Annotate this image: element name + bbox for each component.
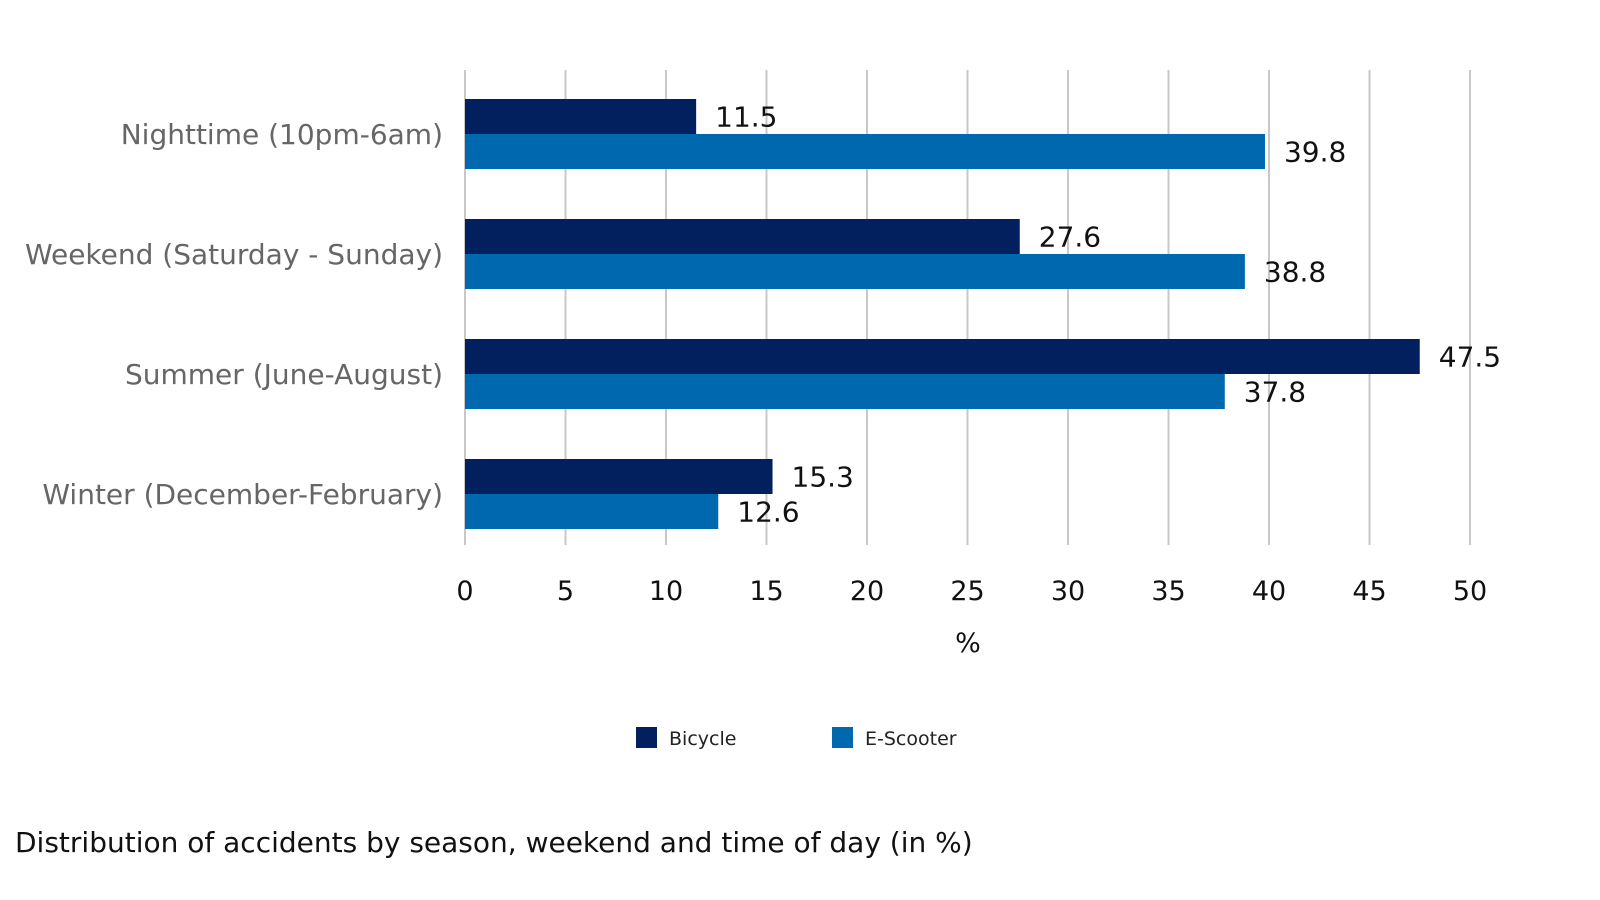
bar-e-scooter-3	[465, 494, 719, 529]
bar-e-scooter-0	[465, 134, 1265, 169]
x-tick-label-7: 35	[1151, 576, 1185, 607]
bars	[465, 99, 1420, 529]
category-label-1: Weekend (Saturday - Sunday)	[25, 238, 443, 271]
category-label-0: Nighttime (10pm-6am)	[121, 118, 443, 151]
data-label-e-scooter-1: 38.8	[1264, 256, 1326, 289]
x-axis-ticks: 0 5 10 15 20 25 30 35 40 45 50	[456, 576, 1487, 607]
legend-swatch-e-scooter	[832, 727, 853, 748]
data-label-bicycle-3: 15.3	[792, 461, 854, 494]
chart-caption: Distribution of accidents by season, wee…	[15, 826, 973, 859]
x-tick-label-9: 45	[1352, 576, 1386, 607]
bar-bicycle-2	[465, 339, 1420, 374]
x-axis-title: %	[955, 628, 981, 659]
bar-e-scooter-2	[465, 374, 1225, 409]
bar-bicycle-1	[465, 219, 1020, 254]
data-label-e-scooter-3: 12.6	[737, 496, 799, 529]
legend-swatch-bicycle	[636, 727, 657, 748]
x-tick-label-3: 15	[749, 576, 783, 607]
x-tick-label-10: 50	[1453, 576, 1487, 607]
x-tick-label-0: 0	[456, 576, 473, 607]
x-tick-label-1: 5	[557, 576, 574, 607]
category-label-3: Winter (December-February)	[42, 478, 443, 511]
category-label-2: Summer (June-August)	[125, 358, 443, 391]
data-label-e-scooter-0: 39.8	[1284, 136, 1346, 169]
data-label-bicycle-0: 11.5	[715, 101, 777, 134]
data-label-e-scooter-2: 37.8	[1244, 376, 1306, 409]
category-labels: Nighttime (10pm-6am) Weekend (Saturday - …	[25, 118, 443, 511]
bar-bicycle-0	[465, 99, 697, 134]
bar-e-scooter-1	[465, 254, 1245, 289]
legend-label-bicycle: Bicycle	[669, 728, 736, 750]
legend-label-e-scooter: E-Scooter	[865, 728, 957, 750]
x-tick-label-4: 20	[850, 576, 884, 607]
bar-bicycle-3	[465, 459, 773, 494]
data-label-bicycle-2: 47.5	[1439, 341, 1501, 374]
data-label-bicycle-1: 27.6	[1039, 221, 1101, 254]
x-tick-label-6: 30	[1051, 576, 1085, 607]
legend: Bicycle E-Scooter	[636, 727, 957, 750]
data-labels: 11.5 39.8 27.6 38.8 47.5 37.8 15.312.6	[715, 101, 1501, 529]
x-tick-label-8: 40	[1252, 576, 1286, 607]
x-tick-label-2: 10	[649, 576, 683, 607]
x-tick-label-5: 25	[950, 576, 984, 607]
